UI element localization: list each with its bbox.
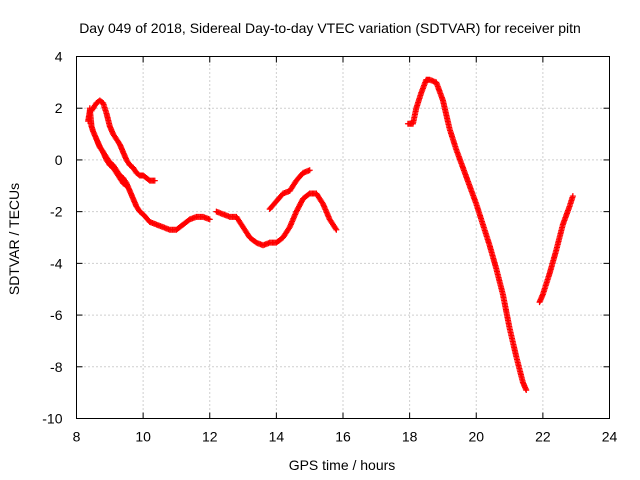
data-point <box>306 167 313 174</box>
chart-title: Day 049 of 2018, Sidereal Day-to-day VTE… <box>79 20 581 36</box>
y-tick-label: -6 <box>50 307 63 323</box>
x-tick-label: 16 <box>335 429 351 445</box>
y-tick-label: 4 <box>55 49 63 65</box>
y-axis-label: SDTVAR / TECUs <box>6 183 22 295</box>
data-point <box>523 387 530 394</box>
data-point <box>123 182 130 189</box>
data-point <box>333 226 340 233</box>
y-tick-label: -8 <box>50 359 63 375</box>
y-tick-label: 2 <box>55 100 63 116</box>
data-series-5 <box>266 167 313 213</box>
x-tick-label: 18 <box>402 429 418 445</box>
data-point <box>569 193 576 200</box>
data-series <box>85 76 576 394</box>
grid-lines <box>76 56 610 419</box>
x-tick-label: 14 <box>269 429 285 445</box>
y-tick-label: -4 <box>50 255 63 271</box>
data-series-4 <box>213 190 340 249</box>
y-tick-label: -10 <box>42 411 62 427</box>
data-point <box>122 181 129 188</box>
y-tick-label: 0 <box>55 152 63 168</box>
x-tick-label: 8 <box>73 429 81 445</box>
data-point <box>206 216 213 223</box>
x-tick-label: 20 <box>468 429 484 445</box>
x-tick-label: 10 <box>135 429 151 445</box>
data-point <box>332 225 339 232</box>
data-series-7 <box>536 193 576 306</box>
x-axis-label: GPS time / hours <box>289 457 396 473</box>
x-tick-label: 24 <box>602 429 618 445</box>
y-tick-label: -2 <box>50 204 63 220</box>
data-point <box>151 177 158 184</box>
data-series-2 <box>86 105 213 233</box>
x-tick-label: 22 <box>535 429 551 445</box>
data-series-3 <box>93 136 130 189</box>
data-series-6 <box>404 76 530 394</box>
x-tick-label: 12 <box>202 429 218 445</box>
